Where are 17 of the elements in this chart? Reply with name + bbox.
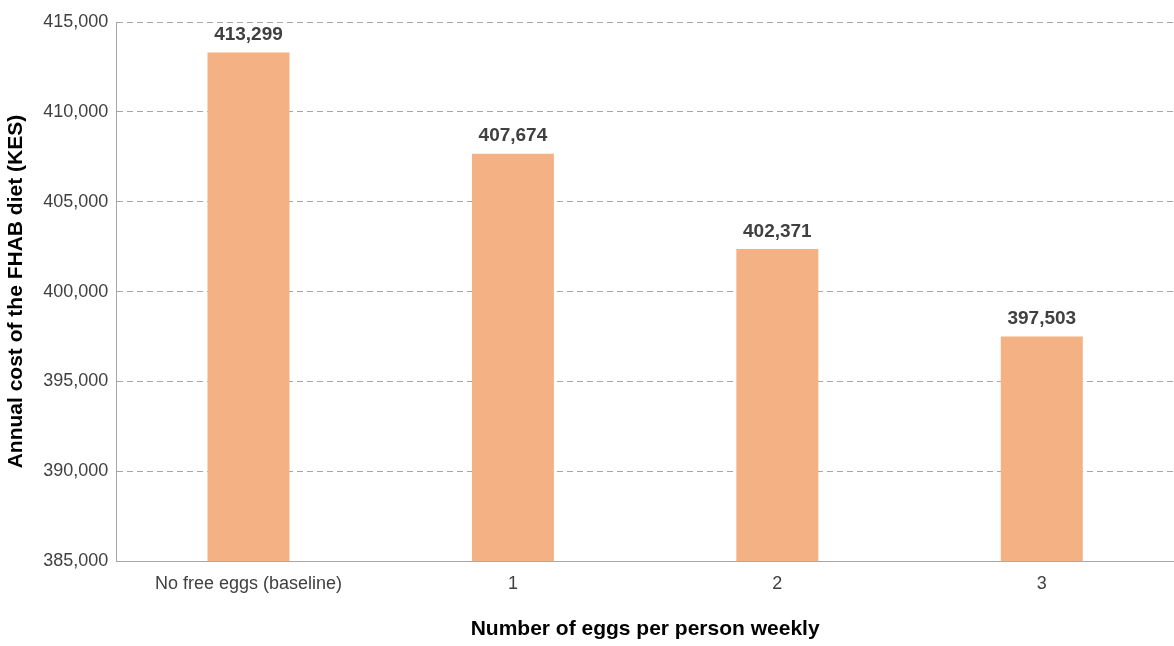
y-tick-label: 400,000	[43, 280, 109, 301]
x-axis-title: Number of eggs per person weekly	[470, 616, 820, 640]
y-tick-label: 410,000	[43, 100, 109, 121]
x-tick-label: 2	[772, 572, 783, 593]
x-tick-label: No free eggs (baseline)	[154, 572, 343, 593]
y-tick-label: 405,000	[43, 190, 109, 211]
y-tick-label: 415,000	[43, 10, 109, 31]
x-tick-label: 1	[507, 572, 518, 593]
y-tick-label: 390,000	[43, 460, 109, 481]
data-label: 413,299	[214, 23, 283, 45]
y-tick-label: 395,000	[43, 370, 109, 391]
y-tick-label: 385,000	[43, 550, 109, 571]
data-label: 397,503	[1007, 307, 1077, 329]
data-label: 407,674	[478, 124, 548, 146]
data-label: 402,371	[743, 219, 813, 241]
y-axis-title: Annual cost of the FHAB diet (KES)	[3, 114, 27, 469]
x-tick-label: 3	[1036, 572, 1047, 593]
